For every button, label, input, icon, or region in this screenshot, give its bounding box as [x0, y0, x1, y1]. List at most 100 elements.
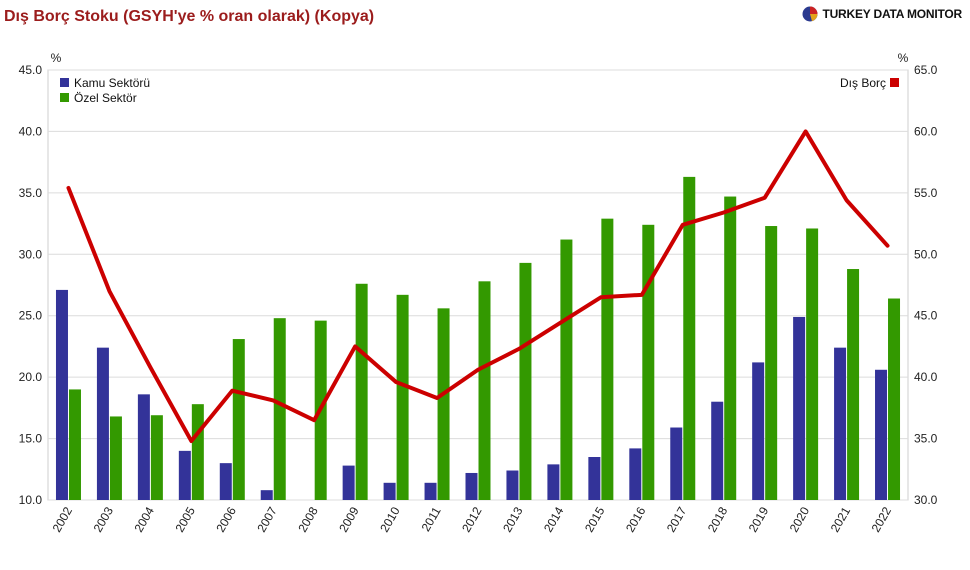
- x-tick-label: 2017: [664, 504, 690, 534]
- x-tick-label: 2021: [828, 504, 854, 534]
- x-tick-label: 2022: [869, 504, 895, 534]
- x-tick-label: 2004: [132, 504, 158, 534]
- point-dis-borc: [517, 347, 521, 351]
- bar-ozel-2018: [724, 196, 737, 501]
- left-tick-label: 25.0: [19, 309, 43, 323]
- line-dis-borc: [66, 129, 890, 444]
- bar-ozel-2006: [232, 339, 245, 500]
- bar-ozel-2004: [150, 415, 163, 500]
- bar-kamu-2009: [342, 465, 355, 500]
- right-tick-label: 55.0: [914, 186, 938, 200]
- bar-kamu-2002: [55, 289, 68, 500]
- bar-ozel-2019: [765, 226, 778, 500]
- point-dis-borc: [230, 389, 234, 393]
- right-axis-unit: %: [898, 51, 909, 65]
- right-tick-label: 60.0: [914, 124, 938, 138]
- x-tick-label: 2003: [91, 504, 117, 534]
- plot-frame: [47, 69, 909, 501]
- point-dis-borc: [189, 439, 193, 443]
- bar-ozel-2009: [355, 283, 368, 500]
- bar-ozel-2016: [642, 224, 655, 501]
- bar-kamu-2012: [465, 472, 478, 500]
- bar-kamu-2021: [834, 347, 847, 500]
- bar-kamu-2005: [178, 450, 191, 500]
- bar-kamu-2022: [875, 369, 888, 500]
- point-dis-borc: [394, 380, 398, 384]
- bar-ozel-2010: [396, 294, 409, 500]
- x-tick-label: 2002: [50, 504, 76, 534]
- bar-ozel-2012: [478, 281, 491, 500]
- x-tick-label: 2012: [459, 504, 485, 534]
- bar-kamu-2006: [219, 463, 232, 500]
- point-dis-borc: [271, 398, 275, 402]
- point-dis-borc: [640, 293, 644, 297]
- bar-kamu-2004: [137, 394, 150, 500]
- bar-kamu-2007: [260, 490, 273, 500]
- bar-kamu-2016: [629, 448, 642, 500]
- point-dis-borc: [66, 186, 70, 190]
- left-tick-label: 20.0: [19, 370, 43, 384]
- brand-name: TURKEY DATA MONITOR: [822, 7, 962, 21]
- bar-ozel-2021: [847, 269, 860, 500]
- bar-kamu-2015: [588, 457, 601, 500]
- bar-kamu-2014: [547, 464, 560, 500]
- point-dis-borc: [312, 418, 316, 422]
- bar-kamu-2011: [424, 482, 437, 500]
- x-tick-label: 2008: [295, 504, 321, 534]
- bar-ozel-2022: [888, 298, 901, 500]
- legend-swatch-dis-borc: [890, 78, 899, 87]
- point-dis-borc: [722, 211, 726, 215]
- left-tick-label: 40.0: [19, 124, 43, 138]
- point-dis-borc: [845, 198, 849, 202]
- bar-kamu-2020: [793, 316, 806, 500]
- x-tick-label: 2006: [213, 504, 239, 534]
- bar-ozel-2017: [683, 176, 696, 500]
- bar-kamu-2017: [670, 427, 683, 500]
- x-tick-label: 2016: [623, 504, 649, 534]
- bar-ozel-2007: [273, 318, 286, 500]
- point-dis-borc: [476, 368, 480, 372]
- right-tick-label: 40.0: [914, 370, 938, 384]
- bar-kamu-2003: [96, 347, 109, 500]
- x-tick-label: 2014: [541, 504, 567, 534]
- x-tick-label: 2009: [336, 504, 362, 534]
- right-tick-label: 35.0: [914, 432, 938, 446]
- chart-title: Dış Borç Stoku (GSYH'ye % oran olarak) (…: [4, 8, 375, 25]
- pie-logo-icon: [802, 6, 818, 22]
- point-dis-borc: [558, 321, 562, 325]
- x-tick-label: 2007: [254, 504, 280, 534]
- left-tick-label: 45.0: [19, 63, 43, 77]
- bar-ozel-2002: [68, 389, 81, 500]
- x-tick-label: 2005: [172, 504, 198, 534]
- left-tick-label: 35.0: [19, 186, 43, 200]
- legend-label-ozel: Özel Sektör: [74, 91, 137, 105]
- x-tick-label: 2010: [377, 504, 403, 534]
- bar-ozel-2015: [601, 218, 614, 500]
- bar-ozel-2011: [437, 308, 450, 500]
- right-tick-label: 50.0: [914, 247, 938, 261]
- x-tick-label: 2015: [582, 504, 608, 534]
- legend-swatch-kamu: [60, 78, 69, 87]
- left-tick-label: 30.0: [19, 247, 43, 261]
- right-tick-label: 45.0: [914, 309, 938, 323]
- bar-kamu-2010: [383, 482, 396, 500]
- bar-ozel-2014: [560, 239, 573, 501]
- brand-logo: TURKEY DATA MONITOR: [802, 6, 962, 22]
- bar-ozel-2013: [519, 262, 532, 500]
- right-tick-label: 30.0: [914, 493, 938, 507]
- bar-ozel-2005: [191, 404, 204, 500]
- legend-swatch-ozel: [60, 93, 69, 102]
- point-dis-borc: [148, 365, 152, 369]
- x-tick-label: 2011: [419, 504, 444, 534]
- point-dis-borc: [804, 129, 808, 133]
- point-dis-borc: [599, 295, 603, 299]
- bar-ozel-2020: [806, 228, 819, 500]
- x-tick-label: 2013: [500, 504, 526, 534]
- point-dis-borc: [763, 196, 767, 200]
- bar-kamu-2018: [711, 401, 724, 500]
- legend-label-kamu: Kamu Sektörü: [74, 76, 150, 90]
- point-dis-borc: [353, 344, 357, 348]
- bar-ozel-2003: [109, 416, 122, 500]
- x-tick-label: 2020: [787, 504, 813, 534]
